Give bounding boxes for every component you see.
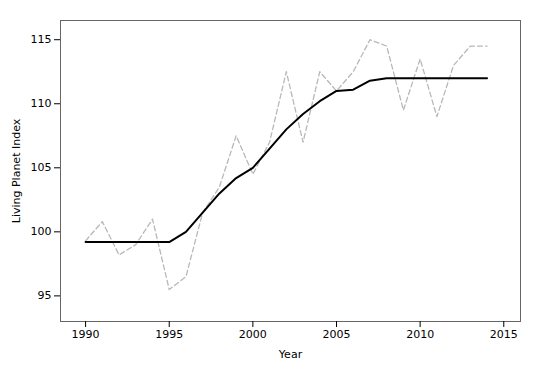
svg-text:105: 105 [31,161,52,174]
svg-text:2015: 2015 [490,328,518,341]
svg-text:Living Planet Index: Living Planet Index [10,118,23,223]
svg-text:115: 115 [31,33,52,46]
svg-text:Year: Year [278,348,303,361]
svg-text:95: 95 [38,289,52,302]
svg-text:2000: 2000 [239,328,267,341]
svg-text:2005: 2005 [323,328,351,341]
svg-text:1990: 1990 [72,328,100,341]
svg-text:110: 110 [31,97,52,110]
svg-text:100: 100 [31,225,52,238]
svg-text:1995: 1995 [155,328,183,341]
svg-text:2010: 2010 [406,328,434,341]
